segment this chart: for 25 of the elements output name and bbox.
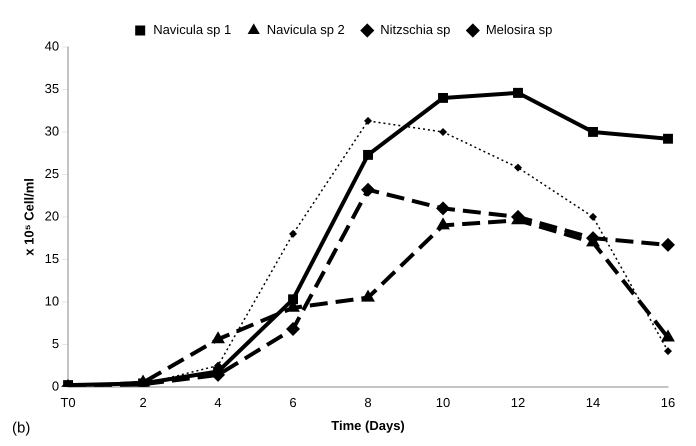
x-tick-label: 6 — [289, 395, 297, 410]
x-tick-label: 4 — [214, 395, 222, 410]
legend-label: Nitzschia sp — [380, 22, 450, 38]
legend-label: Navicula sp 1 — [153, 22, 232, 38]
y-axis-title: x 10⁵ Cell/ml — [21, 178, 36, 256]
x-tick-label: 8 — [364, 395, 372, 410]
x-tick-label: 2 — [139, 395, 147, 410]
y-tick-label: 20 — [44, 208, 60, 224]
y-tick-label: 15 — [44, 250, 60, 266]
y-tick-label: 25 — [44, 166, 60, 182]
legend-label: Melosira sp — [486, 22, 552, 38]
x-tick-label: 16 — [660, 395, 676, 410]
legend-label: Navicula sp 2 — [266, 22, 345, 38]
y-tick-label: 10 — [44, 293, 60, 308]
x-tick-label: 10 — [436, 395, 450, 410]
y-tick-label: 35 — [44, 81, 60, 96]
x-tick-label: 14 — [586, 395, 600, 410]
x-tick-label: 12 — [510, 395, 526, 410]
y-tick-label: 30 — [44, 124, 60, 139]
x-tick-label: T0 — [60, 395, 76, 410]
y-tick-label: 5 — [52, 336, 60, 351]
y-tick-label: 40 — [44, 38, 60, 54]
text: (b) — [12, 420, 30, 437]
x-axis-title: Time (Days) — [331, 418, 405, 433]
y-tick-label: 0 — [52, 378, 60, 394]
